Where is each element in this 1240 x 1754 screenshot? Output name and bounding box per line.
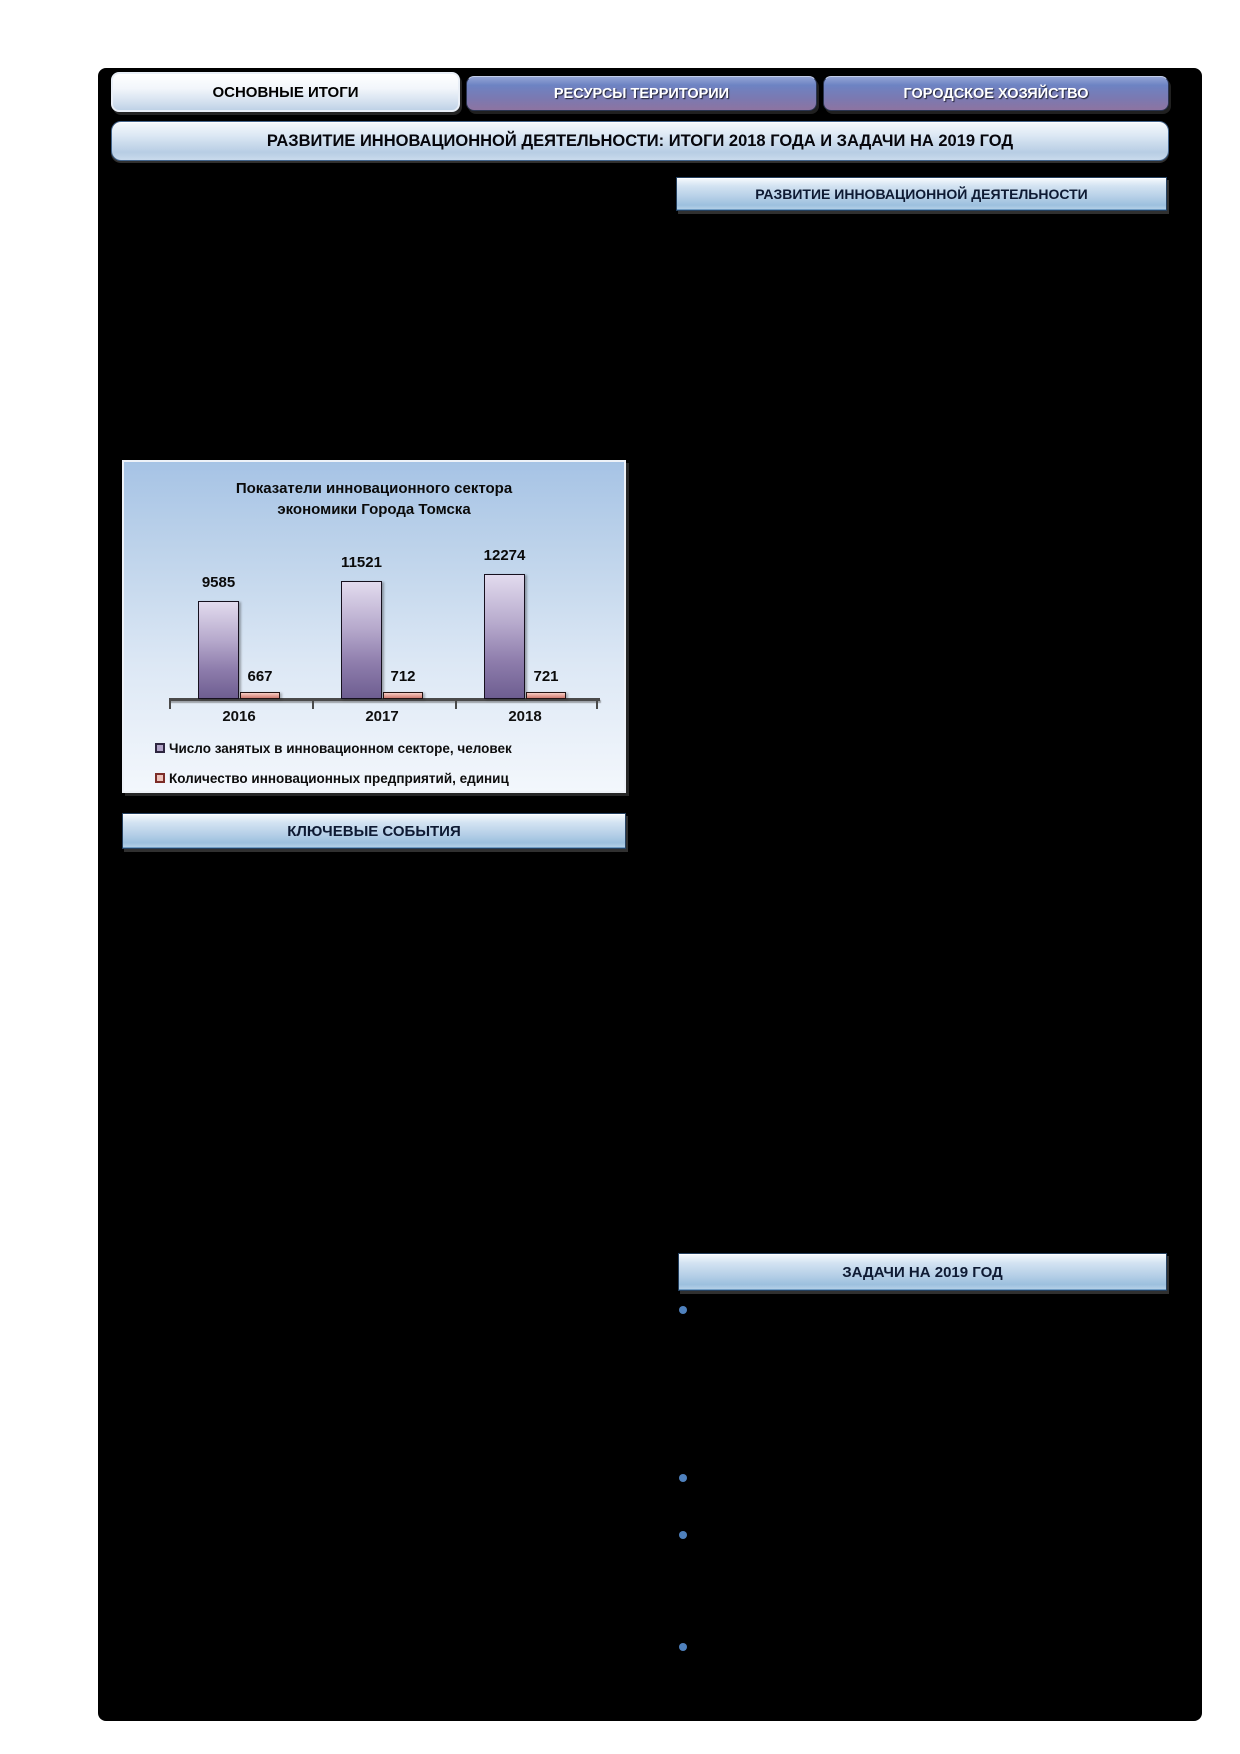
section-header-key-events: КЛЮЧЕВЫЕ СОБЫТИЯ: [122, 813, 626, 849]
chart-panel: Показатели инновационного сектора эконом…: [122, 460, 626, 793]
x-axis-label: 2016: [222, 708, 256, 725]
bullet-icon: [679, 1643, 687, 1651]
bullet-icon: [679, 1531, 687, 1539]
chart-plot: 9585 667 2016 11521 712 2017 12274 721 2018: [124, 462, 624, 791]
bar-value-label: 721: [533, 668, 559, 685]
bar-enterprises-2016: [240, 692, 280, 699]
legend-item-enterprises: Количество инновационных предприятий, ед…: [155, 770, 509, 786]
bar-employment-2018: [484, 574, 525, 699]
x-axis-tick: [596, 698, 598, 709]
bar-employment-2017: [341, 581, 382, 699]
bar-enterprises-2017: [383, 692, 423, 699]
legend-marker-employment-icon: [155, 743, 165, 753]
section-header-innovation: РАЗВИТИЕ ИННОВАЦИОННОЙ ДЕЯТЕЛЬНОСТИ: [676, 177, 1167, 211]
legend-label: Число занятых в инновационном секторе, ч…: [169, 740, 512, 756]
bullet-icon: [679, 1474, 687, 1482]
tab-main-results[interactable]: ОСНОВНЫЕ ИТОГИ: [111, 72, 460, 112]
bar-enterprises-2018: [526, 692, 566, 699]
chart-title-line2: экономики Города Томска: [277, 501, 471, 518]
bar-value-label: 11521: [341, 554, 382, 571]
bar-value-label: 9585: [201, 574, 236, 591]
x-axis-label: 2018: [508, 708, 542, 725]
x-axis-label: 2017: [365, 708, 399, 725]
legend-marker-enterprises-icon: [155, 773, 165, 783]
bullet-icon: [679, 1306, 687, 1314]
x-axis-tick: [455, 698, 457, 709]
bar-employment-2016: [198, 601, 239, 699]
chart-title-line1: Показатели инновационного сектора: [235, 480, 513, 497]
bar-value-label: 12274: [483, 547, 526, 564]
section-header-tasks-2019: ЗАДАЧИ НА 2019 ГОД: [678, 1253, 1167, 1291]
chart-title: Показатели инновационного сектора эконом…: [124, 478, 624, 520]
tab-territory-resources[interactable]: РЕСУРСЫ ТЕРРИТОРИИ: [466, 76, 817, 111]
content-background: [98, 68, 1202, 1721]
bar-value-label: 667: [247, 668, 273, 685]
tab-city-economy[interactable]: ГОРОДСКОЕ ХОЗЯЙСТВО: [823, 76, 1169, 111]
legend-item-employment: Число занятых в инновационном секторе, ч…: [155, 740, 512, 756]
bar-value-label: 712: [390, 668, 416, 685]
x-axis: [169, 698, 600, 701]
legend-label: Количество инновационных предприятий, ед…: [169, 770, 509, 786]
page-title: РАЗВИТИЕ ИННОВАЦИОННОЙ ДЕЯТЕЛЬНОСТИ: ИТО…: [111, 121, 1169, 161]
x-axis-tick: [169, 698, 171, 709]
x-axis-tick: [312, 698, 314, 709]
